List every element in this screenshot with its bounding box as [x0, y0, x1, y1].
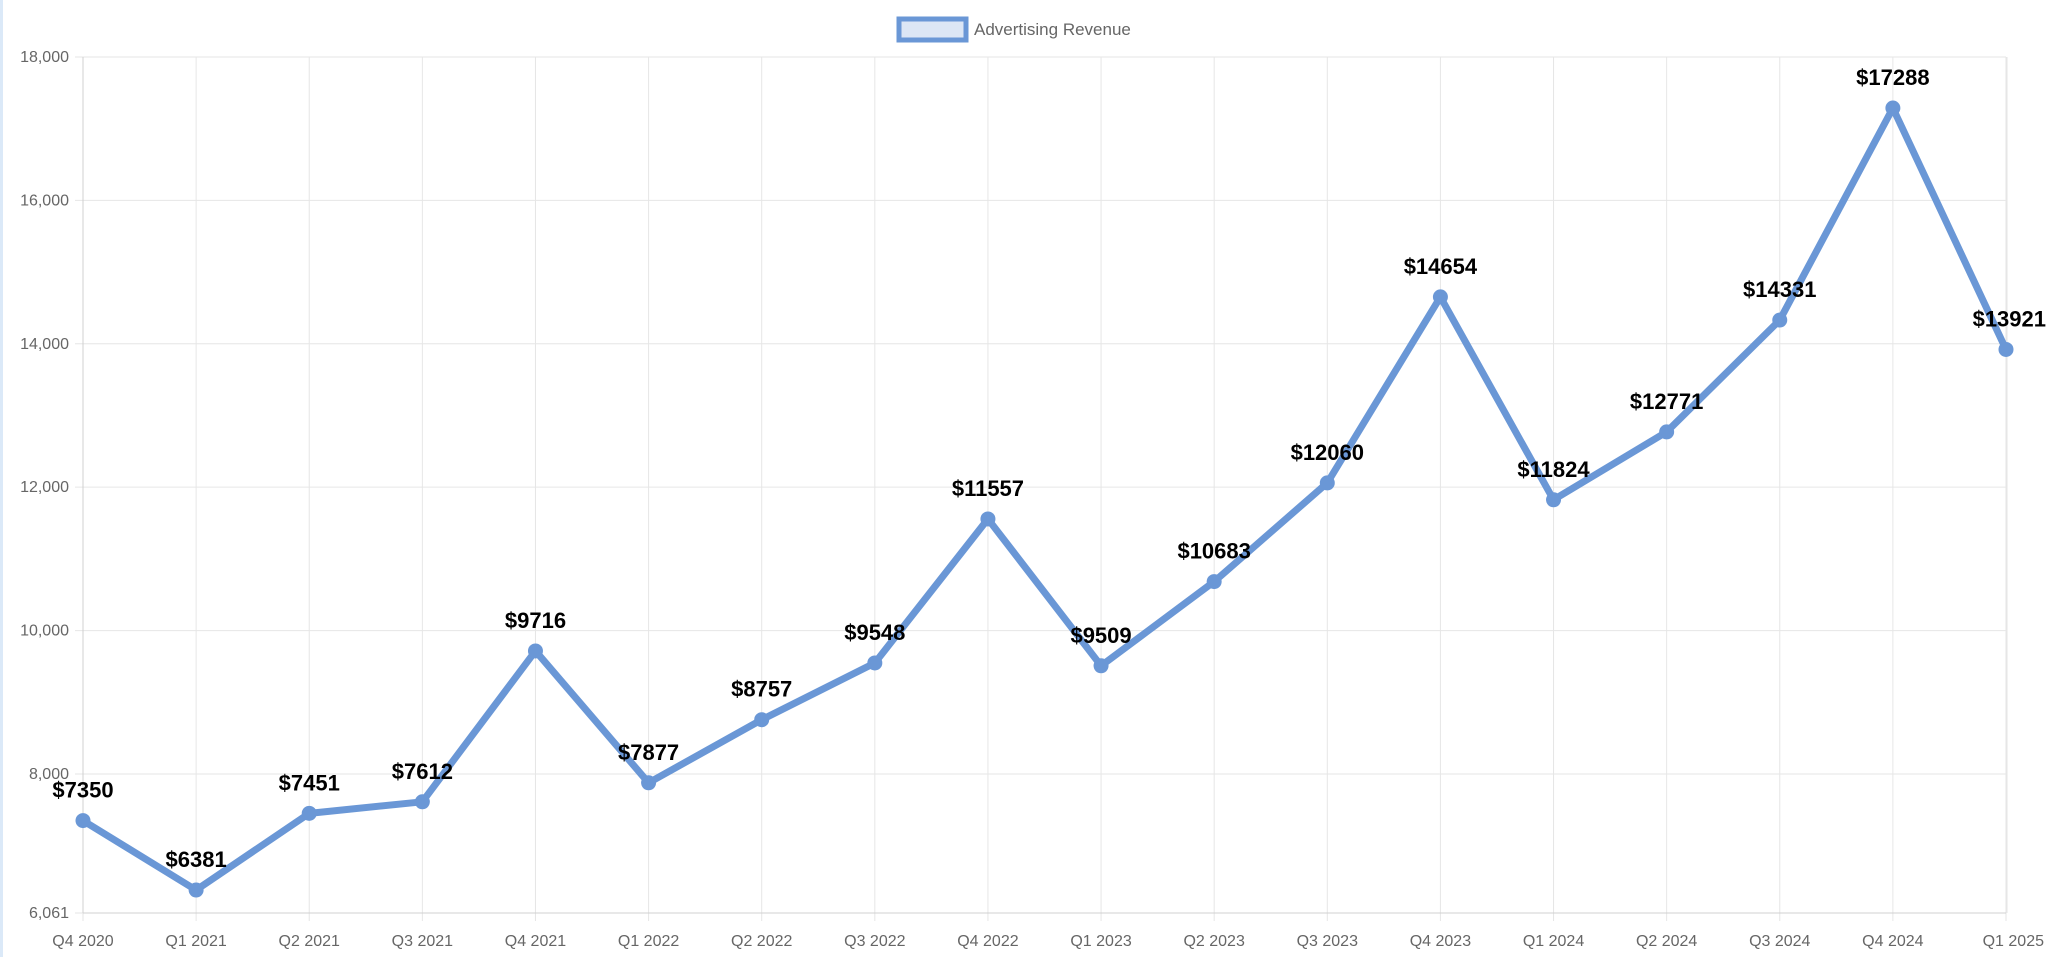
data-point[interactable] — [980, 511, 996, 527]
legend-swatch[interactable] — [896, 16, 969, 43]
x-tick-label: Q4 2022 — [957, 933, 1018, 950]
x-tick-label: Q1 2022 — [618, 933, 679, 950]
x-tick-label: Q3 2024 — [1749, 933, 1810, 950]
data-label: $9509 — [1070, 623, 1131, 648]
x-tick-label: Q2 2021 — [279, 933, 340, 950]
data-point[interactable] — [75, 813, 91, 829]
data-label: $9548 — [844, 620, 905, 645]
data-point[interactable] — [1206, 574, 1222, 590]
x-tick-label: Q3 2021 — [392, 933, 453, 950]
data-point[interactable] — [1432, 289, 1448, 305]
data-point[interactable] — [754, 712, 770, 728]
data-point[interactable] — [188, 882, 204, 898]
x-tick-label: Q1 2021 — [165, 933, 226, 950]
axis-layer: 6,061 8,000 10,000 12,000 14,000 16,000 18,000… — [20, 49, 2044, 950]
data-label: $12771 — [1630, 389, 1703, 414]
x-tick-label: Q2 2022 — [731, 933, 792, 950]
data-label: $7350 — [52, 778, 113, 803]
data-label: $8757 — [731, 677, 792, 702]
x-tick-label: Q1 2025 — [1983, 933, 2044, 950]
x-tick-label: Q2 2024 — [1636, 933, 1697, 950]
data-label: $13921 — [1973, 306, 2046, 331]
x-tick-label: Q1 2023 — [1070, 933, 1131, 950]
data-label: $9716 — [505, 608, 566, 633]
data-label: $7451 — [279, 770, 340, 795]
data-point[interactable] — [1093, 658, 1109, 674]
y-tick-label: 18,000 — [20, 49, 69, 66]
data-label: $6381 — [166, 847, 227, 872]
data-label: $7612 — [392, 759, 453, 784]
y-tick-label: 16,000 — [20, 192, 69, 209]
x-tick-label: Q4 2023 — [1410, 933, 1471, 950]
grid-layer — [75, 56, 2008, 921]
x-tick-label: Q4 2021 — [505, 933, 566, 950]
data-point[interactable] — [527, 643, 543, 659]
y-tick-label: 6,061 — [29, 905, 69, 922]
data-label: $12060 — [1291, 440, 1364, 465]
data-point[interactable] — [301, 805, 317, 821]
data-label: $11824 — [1517, 457, 1590, 482]
data-point[interactable] — [1772, 312, 1788, 328]
x-tick-label: Q4 2024 — [1862, 933, 1923, 950]
data-point[interactable] — [1659, 424, 1675, 440]
data-point[interactable] — [414, 794, 430, 810]
y-tick-label: 12,000 — [20, 479, 69, 496]
data-label: $14331 — [1743, 277, 1816, 302]
data-label: $17288 — [1856, 65, 1929, 90]
data-point[interactable] — [641, 775, 657, 791]
data-label: $11557 — [952, 476, 1024, 501]
data-label: $7877 — [618, 740, 679, 765]
x-tick-label: Q1 2024 — [1523, 933, 1584, 950]
data-label: $14654 — [1404, 254, 1478, 279]
x-tick-label: Q2 2023 — [1183, 933, 1244, 950]
x-tick-label: Q4 2020 — [52, 933, 113, 950]
y-tick-label: 8,000 — [29, 766, 69, 783]
data-point[interactable] — [1998, 341, 2014, 357]
legend[interactable]: Advertising Revenue — [896, 16, 1131, 43]
data-point[interactable] — [867, 655, 883, 671]
data-point[interactable] — [1885, 100, 1901, 116]
legend-label[interactable]: Advertising Revenue — [974, 20, 1131, 39]
data-label: $10683 — [1177, 539, 1250, 564]
left-edge-divider — [0, 0, 3, 957]
y-tick-label: 14,000 — [20, 336, 69, 353]
data-point[interactable] — [1546, 492, 1562, 508]
series-line — [79, 104, 2010, 894]
y-tick-label: 10,000 — [20, 623, 69, 640]
x-tick-label: Q3 2022 — [844, 933, 905, 950]
data-point[interactable] — [1319, 475, 1335, 491]
series-layer — [75, 100, 2014, 898]
x-tick-label: Q3 2023 — [1297, 933, 1358, 950]
data-labels: $7350 $6381 $7451 $7612 $9716 $7877 $8757 $9548… — [52, 65, 2046, 872]
